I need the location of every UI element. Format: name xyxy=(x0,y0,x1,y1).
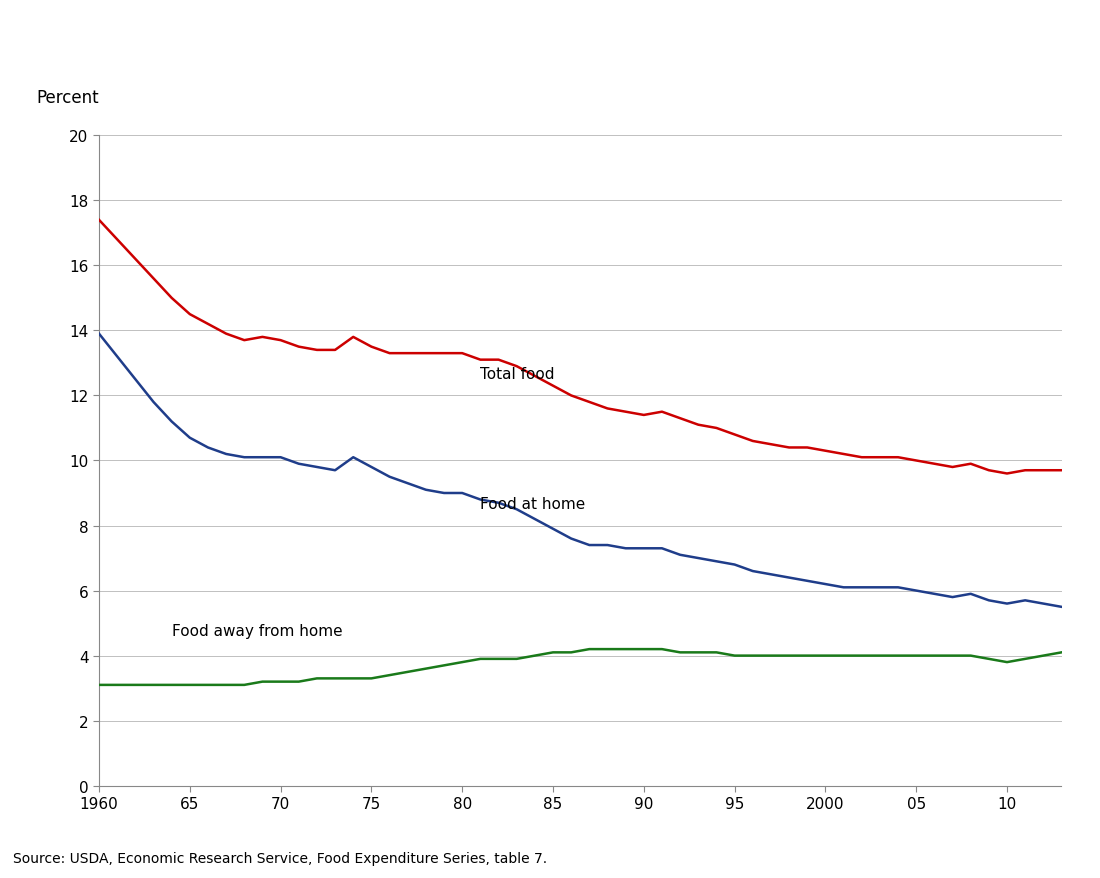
Text: Food at home: Food at home xyxy=(481,496,585,511)
Text: Total food: Total food xyxy=(481,366,554,381)
Text: Food away from home: Food away from home xyxy=(172,623,342,638)
Text: Per capita disposable income spent on food in the United States,: Per capita disposable income spent on fo… xyxy=(14,17,703,35)
Text: Percent: Percent xyxy=(36,89,99,107)
Text: 1960-2013: 1960-2013 xyxy=(14,62,126,82)
Text: Source: USDA, Economic Research Service, Food Expenditure Series, table 7.: Source: USDA, Economic Research Service,… xyxy=(13,851,548,865)
